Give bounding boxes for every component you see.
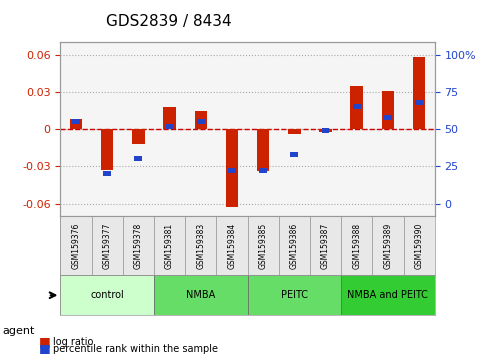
- FancyBboxPatch shape: [341, 275, 435, 315]
- Bar: [288, 129, 300, 134]
- Bar: [259, 169, 267, 173]
- Bar: [163, 107, 176, 129]
- FancyBboxPatch shape: [247, 275, 341, 315]
- Text: control: control: [90, 290, 124, 300]
- Text: agent: agent: [2, 326, 35, 336]
- Bar: [72, 119, 80, 124]
- Text: GSM159384: GSM159384: [227, 223, 237, 269]
- Text: NMBA and PEITC: NMBA and PEITC: [347, 290, 428, 300]
- FancyBboxPatch shape: [279, 216, 310, 275]
- Bar: [134, 156, 142, 161]
- Bar: [351, 86, 363, 129]
- Text: ■: ■: [39, 335, 50, 348]
- Bar: [353, 104, 361, 109]
- Bar: [228, 169, 236, 173]
- FancyBboxPatch shape: [92, 216, 123, 275]
- Bar: [415, 100, 423, 105]
- Text: GSM159387: GSM159387: [321, 223, 330, 269]
- Bar: [103, 171, 111, 176]
- FancyBboxPatch shape: [60, 216, 92, 275]
- Bar: [257, 129, 270, 171]
- FancyBboxPatch shape: [310, 216, 341, 275]
- Bar: [384, 115, 392, 120]
- Bar: [132, 129, 144, 144]
- FancyBboxPatch shape: [247, 216, 279, 275]
- FancyBboxPatch shape: [154, 275, 247, 315]
- Bar: [195, 111, 207, 129]
- Text: NMBA: NMBA: [186, 290, 215, 300]
- Text: GSM159390: GSM159390: [414, 222, 424, 269]
- FancyBboxPatch shape: [123, 216, 154, 275]
- Bar: [197, 119, 205, 124]
- Text: ■: ■: [39, 342, 50, 354]
- Bar: [413, 57, 426, 129]
- Bar: [226, 129, 238, 207]
- Text: GSM159383: GSM159383: [196, 223, 205, 269]
- Text: GSM159386: GSM159386: [290, 223, 299, 269]
- Text: GSM159378: GSM159378: [134, 223, 143, 269]
- FancyBboxPatch shape: [216, 216, 247, 275]
- FancyBboxPatch shape: [185, 216, 216, 275]
- FancyBboxPatch shape: [372, 216, 403, 275]
- FancyBboxPatch shape: [60, 275, 154, 315]
- Text: GDS2839 / 8434: GDS2839 / 8434: [106, 14, 232, 29]
- Text: GSM159389: GSM159389: [384, 223, 392, 269]
- FancyBboxPatch shape: [341, 216, 372, 275]
- Bar: [382, 91, 394, 129]
- Bar: [322, 128, 329, 133]
- Text: GSM159385: GSM159385: [258, 223, 268, 269]
- Text: percentile rank within the sample: percentile rank within the sample: [53, 344, 218, 354]
- Text: GSM159381: GSM159381: [165, 223, 174, 269]
- Bar: [319, 129, 332, 132]
- Text: log ratio: log ratio: [53, 337, 94, 347]
- Bar: [70, 119, 82, 129]
- Bar: [166, 124, 173, 129]
- Text: GSM159376: GSM159376: [71, 222, 81, 269]
- Bar: [290, 152, 298, 157]
- FancyBboxPatch shape: [154, 216, 185, 275]
- Text: GSM159388: GSM159388: [352, 223, 361, 269]
- Text: GSM159377: GSM159377: [103, 222, 112, 269]
- Bar: [101, 129, 114, 170]
- FancyBboxPatch shape: [403, 216, 435, 275]
- Text: PEITC: PEITC: [281, 290, 308, 300]
